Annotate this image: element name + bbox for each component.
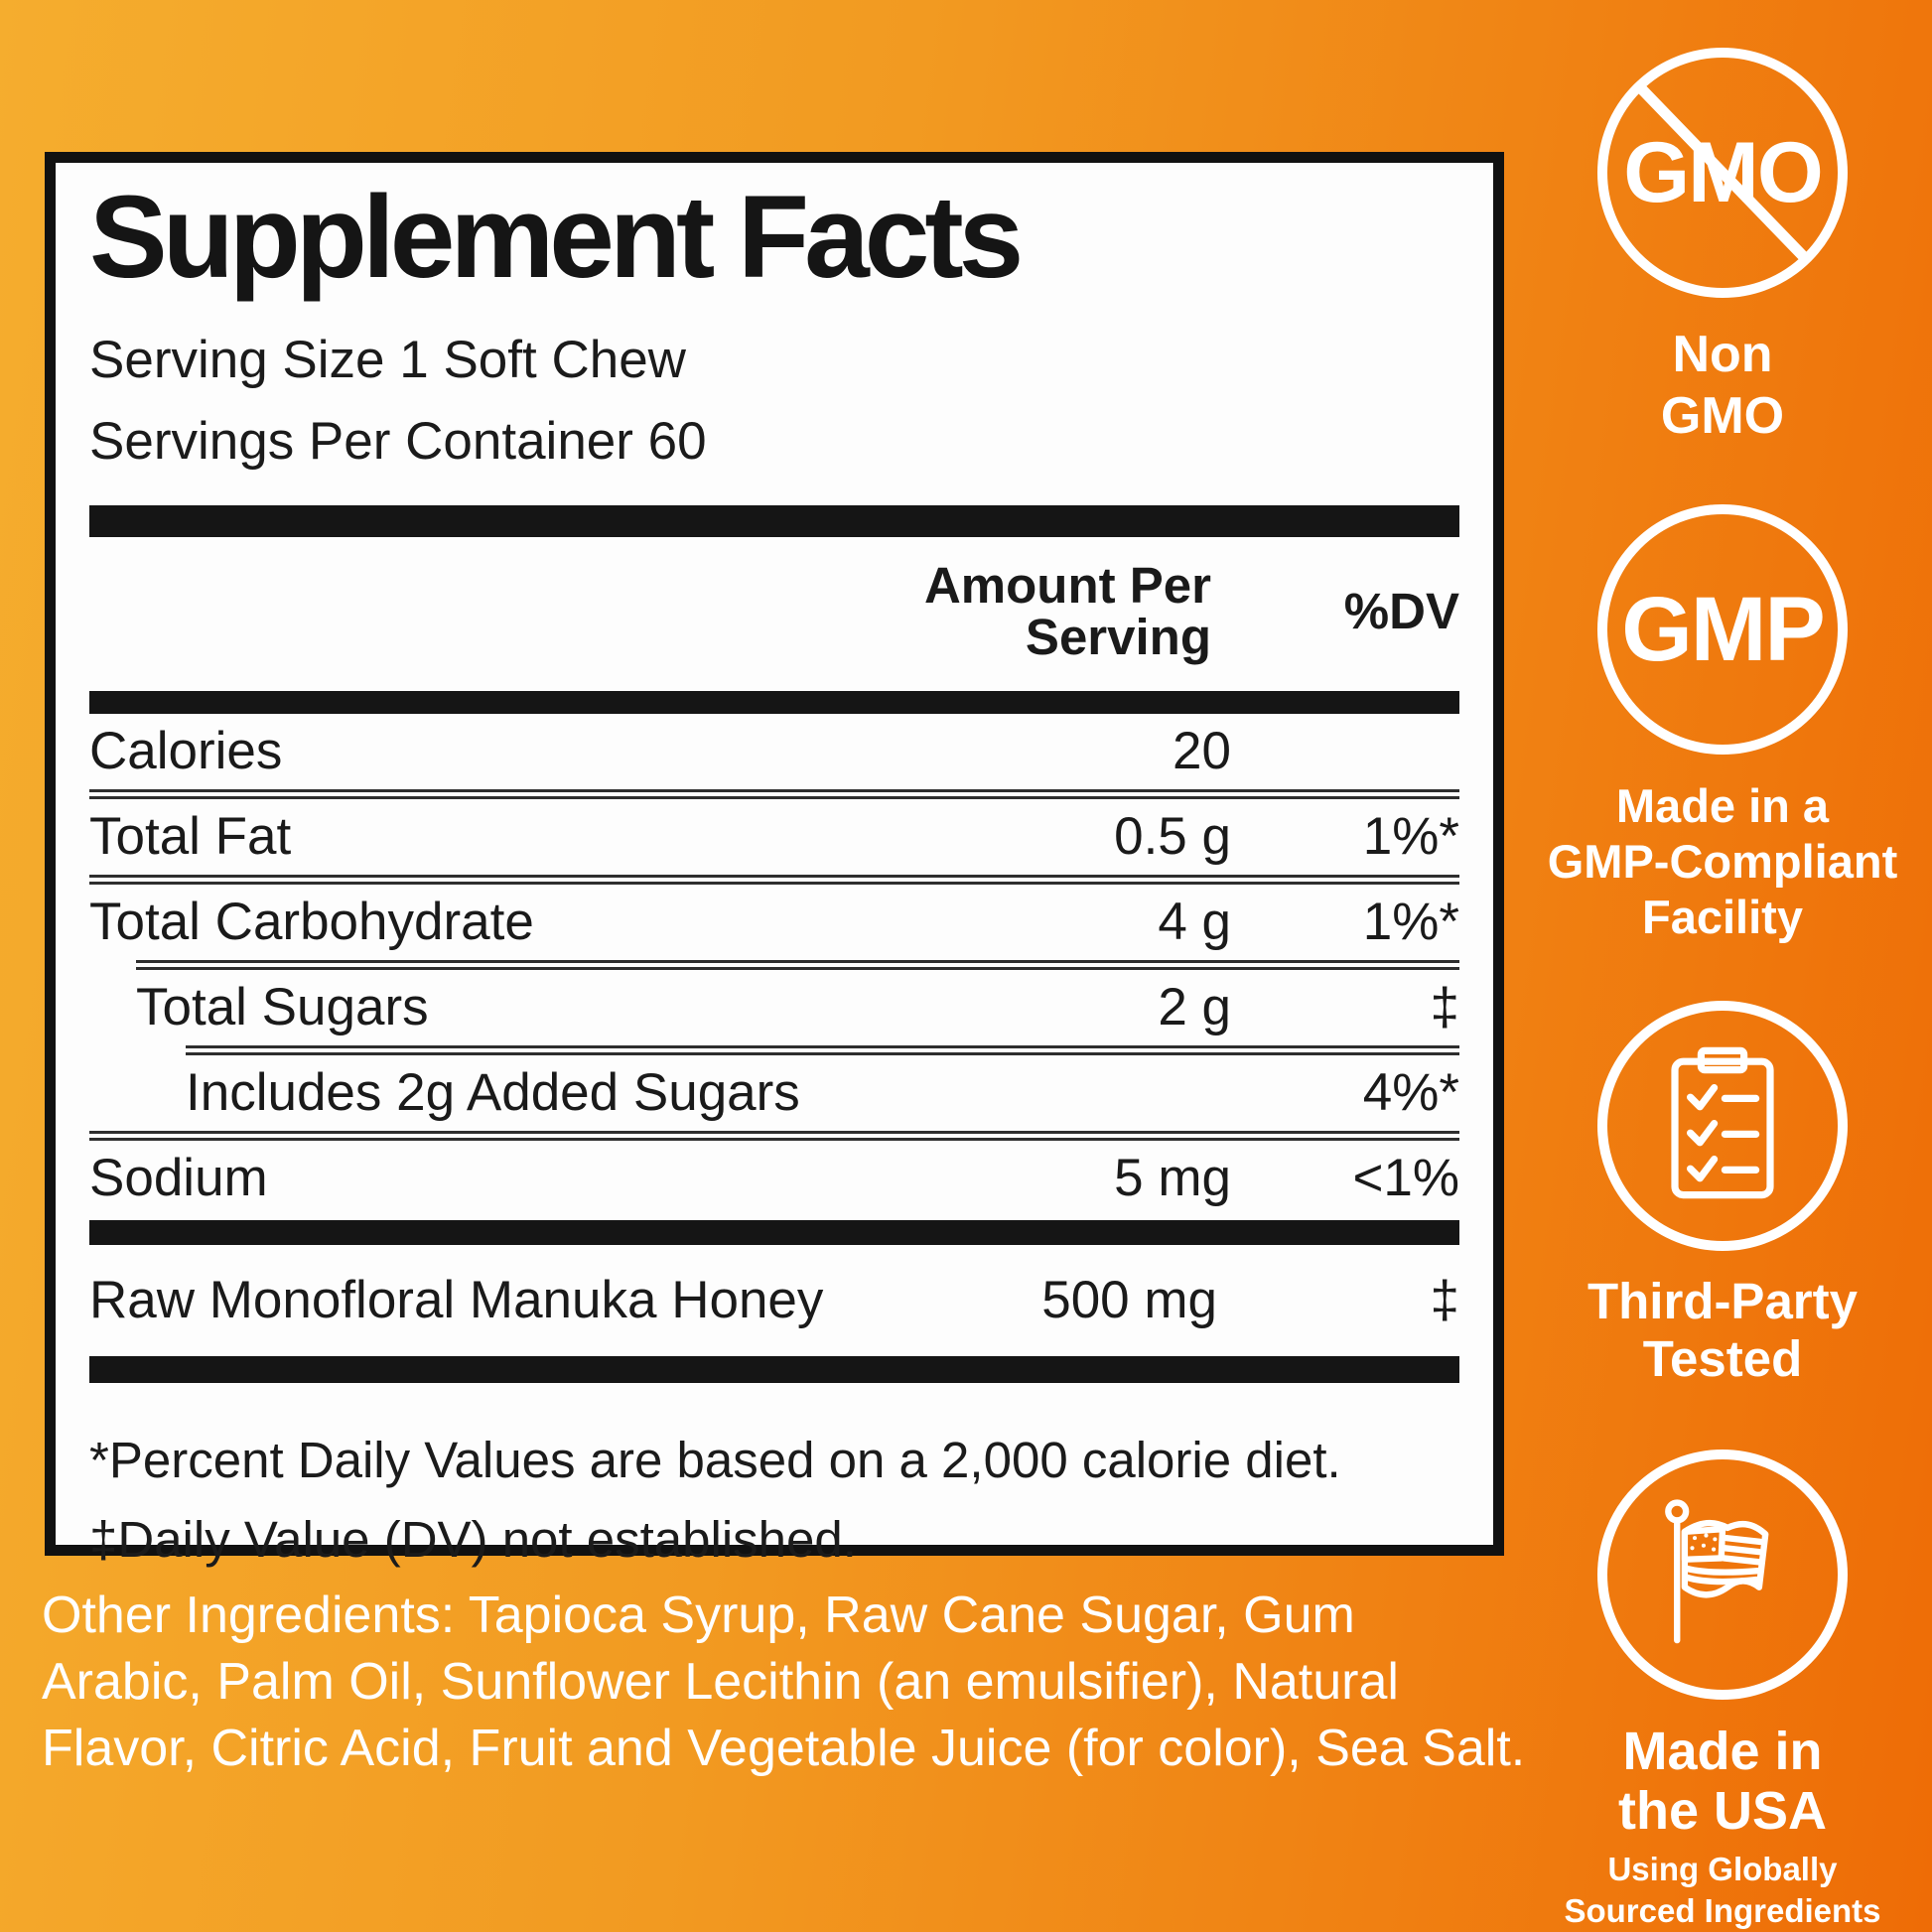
badge-gmp: GMP Made in a GMP-Compliant Facility <box>1548 504 1897 945</box>
thick-rule <box>89 690 1459 714</box>
serving-size: Serving Size 1 Soft Chew <box>89 330 686 389</box>
badge-third-party-tested: Third-Party Tested <box>1587 1001 1858 1388</box>
table-row-manuka-honey: Raw Monofloral Manuka Honey 500 mg ‡ <box>89 1271 1459 1330</box>
usa-flag-icon <box>1597 1449 1848 1700</box>
footnote-dv-not-established: ‡Daily Value (DV) not established. <box>89 1510 857 1568</box>
gmp-icon: GMP <box>1596 504 1848 755</box>
badge-non-gmo: GMO Non GMO <box>1597 48 1848 447</box>
footnote-daily-values: *Percent Daily Values are based on a 2,0… <box>89 1431 1341 1488</box>
clipboard-checklist-icon <box>1596 1001 1848 1251</box>
badge-non-gmo-label: Non GMO <box>1660 326 1785 445</box>
thick-rule <box>89 1355 1459 1383</box>
certification-badges: GMO Non GMO GMP Made in a GMP-Compliant … <box>1534 36 1911 1932</box>
supplement-facts-panel: Supplement Facts Serving Size 1 Soft Che… <box>45 152 1504 1568</box>
table-row-total-fat: Total Fat 0.5 g 1%* <box>89 807 1459 867</box>
amount-per-serving-header: Amount Per Serving <box>923 556 1211 665</box>
supplement-facts-title: Supplement Facts <box>89 172 1024 303</box>
servings-per-container: Servings Per Container 60 <box>89 411 707 471</box>
thick-rule <box>89 1219 1459 1245</box>
badge-gmp-label: Made in a GMP-Compliant Facility <box>1547 779 1898 943</box>
table-row-total-carbohydrate: Total Carbohydrate 4 g 1%* <box>89 893 1459 952</box>
badge-usa-sublabel: Using Globally Sourced Ingredients <box>1564 1851 1881 1929</box>
table-header-row: Amount Per Serving %DV <box>89 556 1459 665</box>
badge-made-in-usa: Made in the USA Using Globally Sourced I… <box>1564 1449 1881 1932</box>
hairline-rule <box>89 788 1459 799</box>
table-row-calories: Calories 20 <box>89 722 1231 781</box>
hairline-rule <box>89 874 1459 885</box>
table-row-total-sugars: Total Sugars 2 g ‡ <box>136 978 1459 1037</box>
footnotes: *Percent Daily Values are based on a 2,0… <box>89 1421 1459 1580</box>
dv-header: %DV <box>1343 582 1459 639</box>
badge-usa-label: Made in the USA <box>1617 1722 1827 1841</box>
gmo-crossed-icon: GMO <box>1597 48 1848 298</box>
table-row-sodium: Sodium 5 mg <1% <box>89 1149 1459 1208</box>
badge-third-party-label: Third-Party Tested <box>1587 1273 1859 1387</box>
hairline-rule <box>186 1044 1459 1055</box>
hairline-rule <box>136 959 1459 970</box>
hairline-rule <box>89 1130 1459 1141</box>
table-row-added-sugars: Includes 2g Added Sugars 4%* <box>186 1063 1459 1123</box>
other-ingredients-text: Other Ingredients: Tapioca Syrup, Raw Ca… <box>42 1587 1526 1777</box>
thick-rule <box>89 504 1459 537</box>
